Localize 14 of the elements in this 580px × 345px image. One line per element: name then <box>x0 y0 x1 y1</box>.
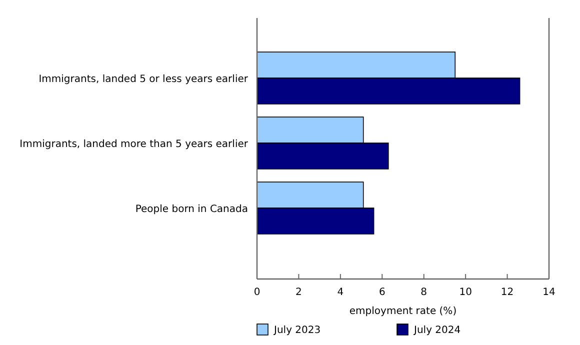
y-tick-label: Immigrants, landed 5 or less years earlier <box>38 74 249 85</box>
x-tick-label: 6 <box>378 287 386 298</box>
legend-label: July 2023 <box>273 325 321 336</box>
x-tick-label: 12 <box>500 287 514 298</box>
x-tick-label: 0 <box>254 287 260 298</box>
x-tick-label: 2 <box>296 287 302 298</box>
legend-label: July 2024 <box>413 325 461 336</box>
y-tick-label: Immigrants, landed more than 5 years earlier <box>20 139 249 150</box>
x-tick-label: 14 <box>542 287 556 298</box>
y-tick-label: People born in Canada <box>135 204 248 215</box>
x-tick-label: 8 <box>420 287 428 298</box>
x-axis-title: employment rate (%) <box>349 306 457 317</box>
x-tick-label: 10 <box>459 287 472 298</box>
x-tick-label: 4 <box>337 287 344 298</box>
